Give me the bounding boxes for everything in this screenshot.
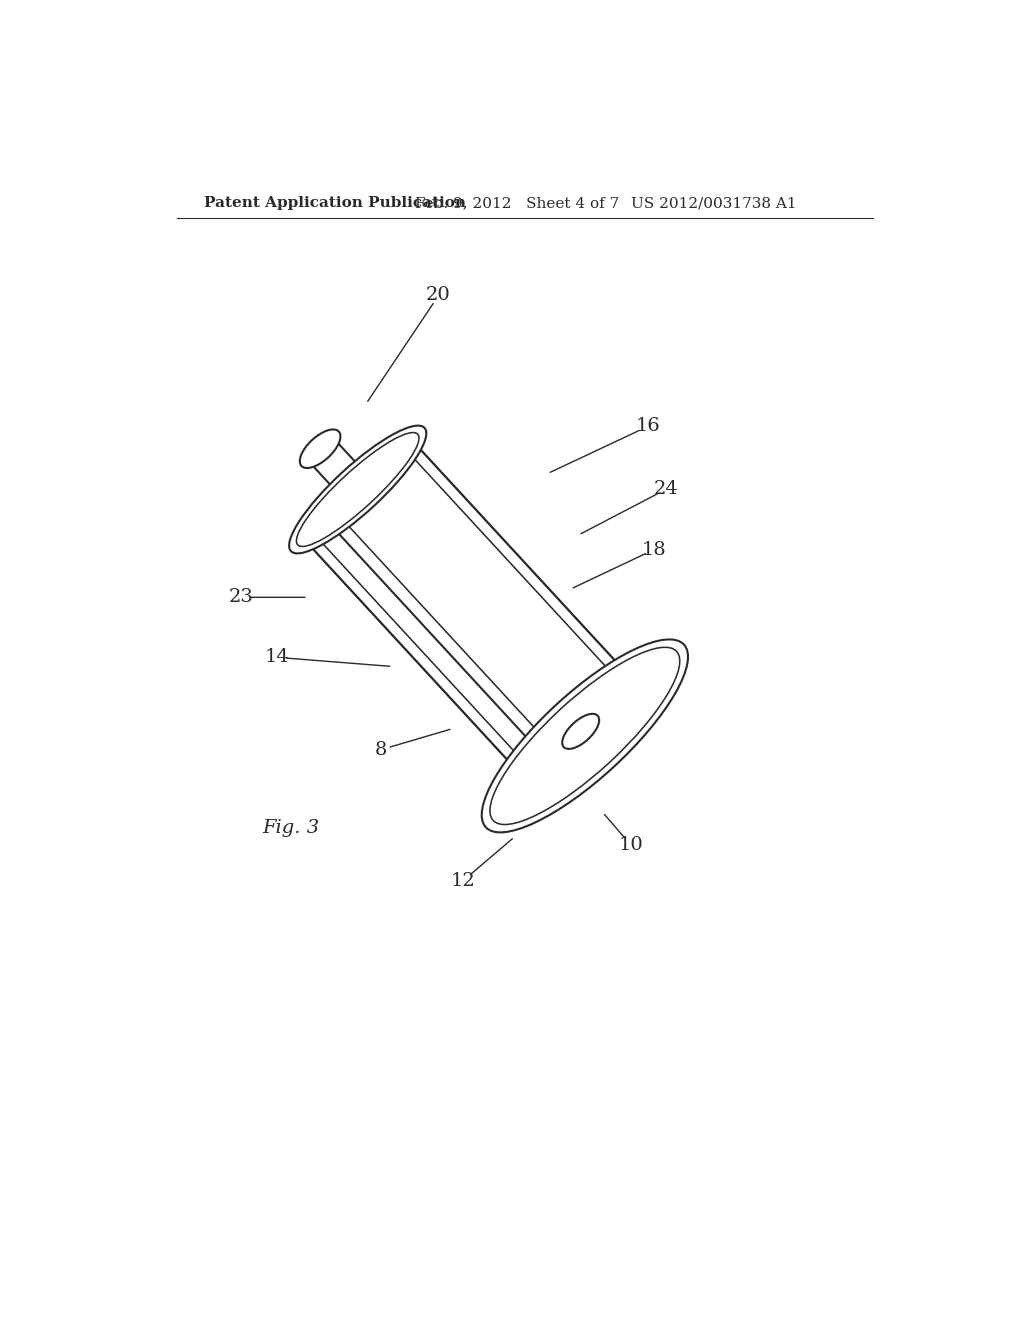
Text: US 2012/0031738 A1: US 2012/0031738 A1	[631, 197, 797, 210]
Text: 8: 8	[375, 741, 387, 759]
Text: 20: 20	[426, 286, 451, 305]
Polygon shape	[304, 440, 639, 785]
Text: 10: 10	[618, 837, 643, 854]
Text: Feb. 9, 2012   Sheet 4 of 7: Feb. 9, 2012 Sheet 4 of 7	[416, 197, 620, 210]
Text: 24: 24	[653, 480, 678, 499]
Text: Fig. 3: Fig. 3	[262, 820, 319, 837]
Text: 18: 18	[642, 541, 667, 558]
Ellipse shape	[562, 714, 599, 748]
Text: 23: 23	[228, 589, 253, 606]
Text: 16: 16	[636, 417, 660, 436]
Text: 14: 14	[264, 648, 289, 667]
Text: 12: 12	[451, 871, 475, 890]
Text: Patent Application Publication: Patent Application Publication	[204, 197, 466, 210]
Ellipse shape	[289, 425, 426, 553]
Ellipse shape	[481, 639, 688, 833]
Ellipse shape	[300, 429, 340, 469]
